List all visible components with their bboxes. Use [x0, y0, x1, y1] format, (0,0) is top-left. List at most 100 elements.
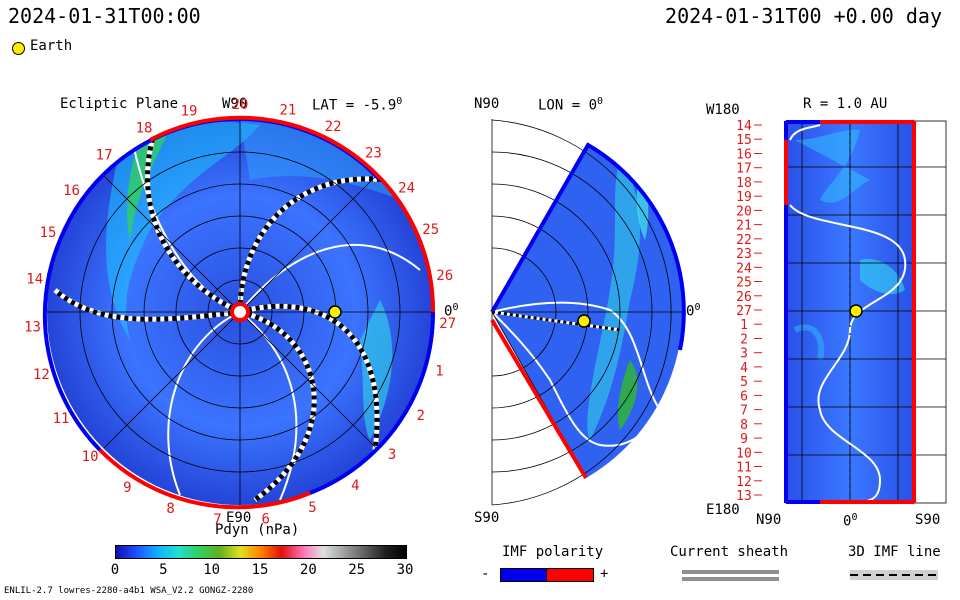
carrington-number: 26 [436, 268, 453, 284]
meridional-earth-marker [577, 314, 591, 328]
footer-credit: ENLIL-2.7 lowres-2280-a4b1 WSA_V2.2 GONG… [4, 586, 254, 596]
radial-row-label: 3 [740, 347, 748, 362]
colorbar-tick-label: 10 [203, 562, 221, 578]
radial-row-label: 4 [740, 361, 748, 376]
radial-row-label: 9 [740, 432, 748, 447]
ecliptic-boundary-red-bottom [98, 448, 311, 510]
carrington-number: 20 [232, 97, 249, 113]
colorbar-tick-label: 0 [110, 562, 120, 578]
colorbar-tick-label: 15 [251, 562, 269, 578]
carrington-number: 27 [439, 316, 456, 332]
imf-minus-label: - [481, 566, 490, 582]
colorbar-tick-label: 20 [299, 562, 317, 578]
carrington-number: 1 [435, 364, 443, 380]
carrington-number: 2 [416, 408, 424, 424]
carrington-number: 25 [422, 222, 439, 238]
meridional-0-label: 00 [686, 302, 701, 320]
carrington-number: 15 [40, 225, 57, 241]
carrington-number: 16 [63, 183, 80, 199]
radial-w180-label: W180 [706, 102, 740, 118]
colorbar-tick-label: 30 [396, 562, 414, 578]
radial-row-label: 27 [736, 304, 752, 319]
ecliptic-0-label: 00 [444, 302, 459, 320]
carrington-number: 24 [398, 180, 415, 196]
current-sheath-swatch [682, 570, 779, 574]
radial-row-labels: 1415161718192021222324252627123456789101… [736, 119, 762, 504]
radial-row-label: 25 [736, 276, 752, 291]
carrington-number: 14 [26, 271, 43, 287]
radial-row-label: 17 [736, 162, 752, 177]
imf-negative-swatch [500, 568, 548, 582]
ecliptic-e90-label: E90 [226, 510, 252, 526]
current-sheath-swatch-2 [682, 577, 779, 581]
radial-row-label: 14 [736, 119, 752, 134]
carrington-number: 8 [166, 501, 174, 517]
radial-row-label: 10 [736, 446, 752, 461]
radial-row-label: 2 [740, 333, 748, 348]
carrington-number: 17 [96, 148, 113, 164]
carrington-number: 3 [388, 447, 396, 463]
radial-row-label: 13 [736, 489, 752, 504]
carrington-number: 21 [279, 103, 296, 119]
colorbar-tick-label: 5 [159, 562, 168, 578]
carrington-number: 13 [24, 320, 41, 336]
radial-n90-label: N90 [756, 512, 782, 528]
radial-row-label: 8 [740, 418, 748, 433]
carrington-number: 19 [181, 103, 198, 119]
carrington-number: 9 [123, 480, 131, 496]
radial-row-label: 20 [736, 204, 752, 219]
earth-marker [328, 305, 342, 319]
carrington-number: 22 [325, 119, 342, 135]
imf-polarity-title: IMF polarity [502, 544, 604, 560]
colorbar-title: Pdyn (nPa) [215, 522, 300, 538]
radial-row-label: 12 [736, 475, 752, 490]
radial-plot: 1415161718192021222324252627123456789101… [736, 119, 947, 504]
imf-line-dashes [850, 574, 938, 576]
carrington-number: 23 [365, 145, 382, 161]
imf-line-title: 3D IMF line [848, 544, 941, 560]
carrington-number: 5 [308, 500, 316, 516]
radial-row-label: 11 [736, 461, 752, 476]
timestamp-right: 2024-01-31T00 +0.00 day [665, 4, 942, 28]
radial-row-label: 22 [736, 233, 752, 248]
timestamp-left: 2024-01-31T00:00 [8, 4, 201, 28]
radial-row-label: 18 [736, 176, 752, 191]
meridional-plot [490, 119, 686, 506]
radial-row-label: 7 [740, 404, 748, 419]
imf-plus-label: + [600, 566, 609, 582]
radial-row-label: 5 [740, 375, 748, 390]
current-sheath-title: Current sheath [670, 544, 789, 560]
ecliptic-lat-label: LAT = -5.90 [312, 96, 403, 114]
ecliptic-title: Ecliptic Plane [60, 96, 179, 112]
carrington-number: 7 [213, 512, 221, 528]
radial-row-label: 1 [740, 318, 748, 333]
carrington-number: 6 [261, 511, 269, 527]
radial-row-label: 19 [736, 190, 752, 205]
earth-legend-label: Earth [30, 38, 73, 54]
ecliptic-boundary-blue-right [309, 311, 436, 495]
meridional-wedge [492, 145, 683, 478]
colorbar [115, 545, 407, 559]
imf-positive-swatch [546, 568, 594, 582]
radial-s90-label: S90 [915, 512, 941, 528]
radial-e180-label: E180 [706, 502, 740, 518]
radial-row-label: 21 [736, 219, 752, 234]
ecliptic-w90-label: W90 [222, 96, 248, 112]
carrington-number: 12 [33, 367, 50, 383]
carrington-number: 11 [53, 411, 70, 427]
carrington-number: 18 [136, 121, 153, 137]
radial-row-label: 26 [736, 290, 752, 305]
ecliptic-boundary-blue-left [42, 239, 102, 452]
radial-row-label: 6 [740, 389, 748, 404]
colorbar-tick-label: 25 [348, 562, 366, 578]
meridional-s90-label: S90 [474, 510, 500, 526]
carrington-number: 4 [351, 478, 359, 494]
sun-marker [230, 302, 250, 322]
radial-row-label: 24 [736, 261, 752, 276]
radial-r-label: R = 1.0 AU [803, 96, 888, 112]
radial-row-label: 15 [736, 133, 752, 148]
meridional-n90-label: N90 [474, 96, 500, 112]
meridional-lon-label: LON = 00 [538, 96, 604, 114]
earth-legend-marker [12, 42, 25, 55]
ecliptic-boundary-red-top [149, 115, 436, 313]
